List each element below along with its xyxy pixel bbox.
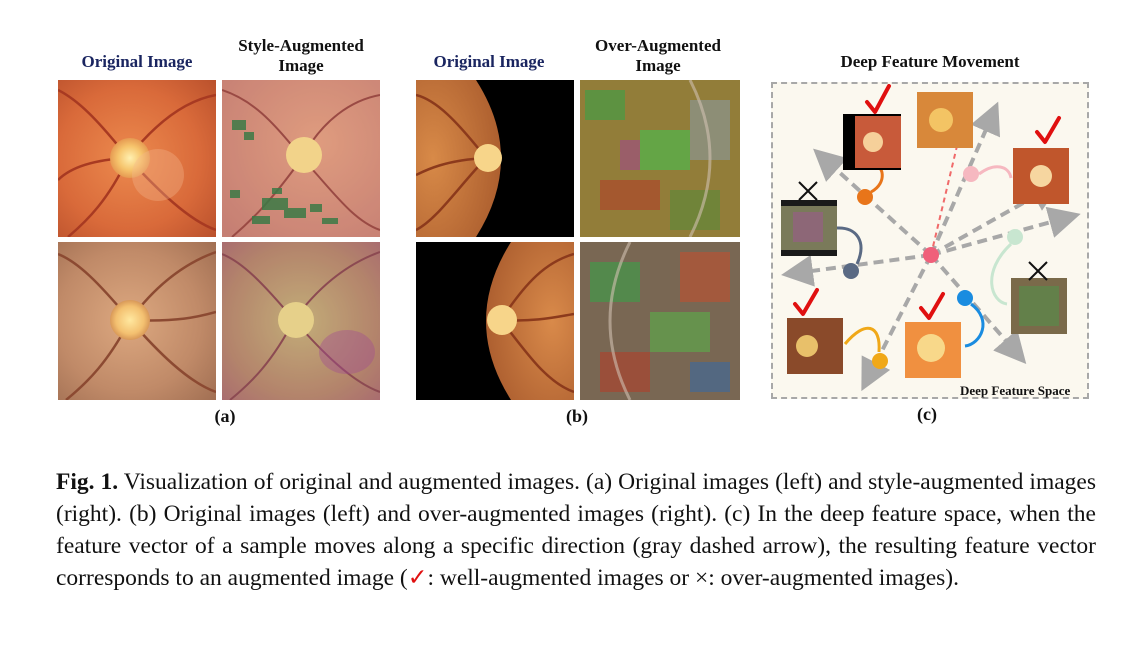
check-marks <box>793 84 1061 320</box>
label-c: (c) <box>917 404 937 424</box>
feature-movement-diagram <box>781 84 1081 392</box>
caption-fig-label: Fig. 1. <box>56 469 119 495</box>
figure-caption: Fig. 1. Visualization of original and au… <box>56 466 1096 594</box>
fundus-over-augmented-bottom <box>580 242 740 400</box>
header-a-style-augmented: Style-Augmented Image <box>238 36 364 75</box>
augmented-points <box>836 165 1023 369</box>
caption-text-2: : well-augmented images or ×: over-augme… <box>427 565 959 591</box>
thumb-right-upper <box>1013 148 1069 204</box>
caption-text-1: Visualization of original and augmented … <box>56 469 1096 591</box>
label-a: (a) <box>214 406 236 426</box>
thumb-top-center <box>917 92 973 148</box>
header-a-original: Original Image <box>81 52 193 71</box>
header-c-feature-movement: Deep Feature Movement <box>840 52 1020 71</box>
fundus-original-bottom <box>58 242 216 400</box>
header-b-over-augmented: Over-Augmented Image <box>595 36 721 75</box>
fundus-style-augmented-bottom <box>222 242 380 400</box>
fundus-original-b-bottom <box>416 242 574 400</box>
thumb-left-middle <box>781 200 837 256</box>
deep-feature-space-label: Deep Feature Space <box>960 383 1071 398</box>
x-marks <box>798 181 1048 281</box>
fundus-original-top <box>58 80 216 237</box>
thumb-right-lower <box>1011 278 1067 334</box>
thumb-bottom-left <box>787 318 843 374</box>
thumb-top-left <box>843 114 901 170</box>
fundus-over-augmented-top <box>580 80 740 237</box>
label-b: (b) <box>566 406 588 426</box>
fundus-style-augmented-top <box>222 80 380 237</box>
thumb-bottom-center <box>905 322 961 378</box>
fundus-original-b-top <box>416 80 574 237</box>
center-feature-point <box>923 247 939 263</box>
check-icon: ✓ <box>407 565 428 591</box>
header-b-original: Original Image <box>433 52 545 71</box>
